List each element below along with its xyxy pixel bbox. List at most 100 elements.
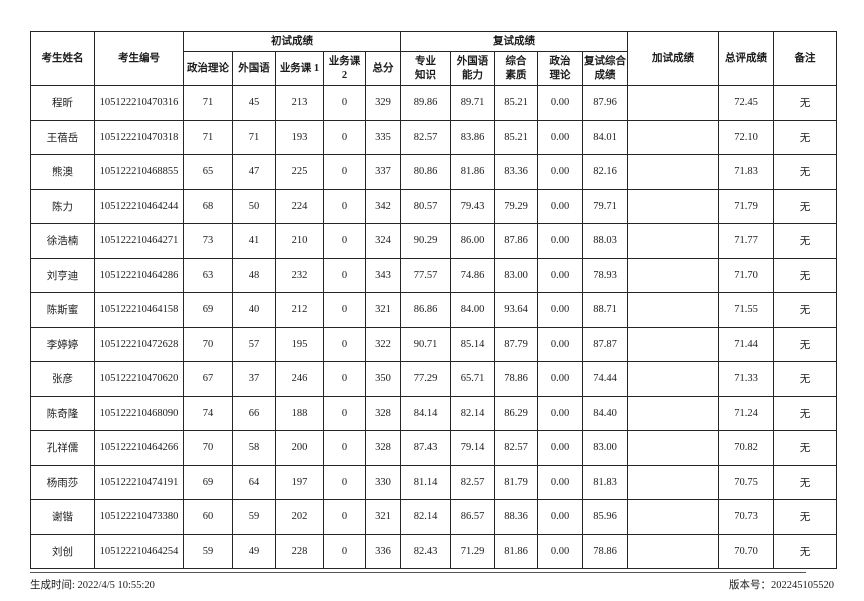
major-course1-score-cell: 232 (275, 257, 324, 293)
col-header-candidate-name: 考生姓名 (30, 31, 95, 86)
comprehensive-quality-score-cell: 86.29 (494, 395, 538, 431)
table-row: 刘创 105122210464254 59 49 228 0 336 82.43 71.29 81… (30, 533, 837, 569)
table-header: 考生姓名 考生编号 初试成绩 复试成绩 加试成绩 总评成绩 备注 政治理论 外国… (30, 31, 837, 86)
foreign-language-score-cell: 49 (232, 533, 276, 569)
remark-cell: 无 (773, 85, 837, 121)
major-course1-score-cell: 193 (275, 119, 324, 155)
retest-composite-score-cell: 82.16 (582, 154, 628, 190)
candidate-id-cell: 105122210468090 (94, 395, 184, 431)
remark-cell: 无 (773, 188, 837, 224)
major-course2-score-cell: 0 (323, 119, 366, 155)
total-score-cell: 328 (365, 395, 401, 431)
additional-test-score-cell (627, 499, 719, 535)
comprehensive-quality-score-cell: 85.21 (494, 119, 538, 155)
comprehensive-quality-score-cell: 79.29 (494, 188, 538, 224)
candidate-id-cell: 105122210464244 (94, 188, 184, 224)
table-row: 熊澳 105122210468855 65 47 225 0 337 80.86 81.86 83… (30, 154, 837, 190)
table-row: 李婷婷 105122210472628 70 57 195 0 322 90.71 85.14 8… (30, 326, 837, 362)
overall-score-cell: 71.70 (718, 257, 774, 293)
candidate-name-cell: 程昕 (30, 85, 95, 121)
overall-score-cell: 70.73 (718, 499, 774, 535)
politics-theory-score-cell: 69 (183, 464, 233, 500)
total-score-cell: 350 (365, 361, 401, 397)
professional-knowledge-score-cell: 80.57 (400, 188, 451, 224)
retest-composite-score-cell: 85.96 (582, 499, 628, 535)
foreign-language-ability-score-cell: 89.71 (450, 85, 495, 121)
foreign-language-ability-score-cell: 82.57 (450, 464, 495, 500)
candidate-id-cell: 105122210470318 (94, 119, 184, 155)
candidate-id-cell: 105122210464254 (94, 533, 184, 569)
col-header-overall-score: 总评成绩 (718, 31, 774, 86)
additional-test-score-cell (627, 188, 719, 224)
table-row: 杨雨莎 105122210474191 69 64 197 0 330 81.14 82.57 8… (30, 464, 837, 500)
overall-score-cell: 71.79 (718, 188, 774, 224)
comprehensive-quality-score-cell: 81.86 (494, 533, 538, 569)
foreign-language-ability-score-cell: 81.86 (450, 154, 495, 190)
comprehensive-quality-score-cell: 81.79 (494, 464, 538, 500)
politics-theory-score-cell: 74 (183, 395, 233, 431)
politics-theory-score-cell: 69 (183, 292, 233, 328)
major-course1-score-cell: 213 (275, 85, 324, 121)
retest-politics-score-cell: 0.00 (537, 533, 583, 569)
retest-composite-score-cell: 88.71 (582, 292, 628, 328)
comprehensive-quality-score-cell: 93.64 (494, 292, 538, 328)
table-row: 徐浩楠 105122210464271 73 41 210 0 324 90.29 86.00 8… (30, 223, 837, 259)
retest-politics-score-cell: 0.00 (537, 430, 583, 466)
col-header-retest-politics-theory: 政治 理论 (537, 51, 583, 86)
comprehensive-quality-score-cell: 83.36 (494, 154, 538, 190)
candidate-name-cell: 陈力 (30, 188, 95, 224)
retest-politics-score-cell: 0.00 (537, 257, 583, 293)
candidate-name-cell: 徐浩楠 (30, 223, 95, 259)
total-score-cell: 335 (365, 119, 401, 155)
col-header-foreign-language: 外国语 (232, 51, 276, 86)
candidate-name-cell: 谢锴 (30, 499, 95, 535)
major-course1-score-cell: 228 (275, 533, 324, 569)
foreign-language-score-cell: 47 (232, 154, 276, 190)
total-score-cell: 328 (365, 430, 401, 466)
total-score-cell: 336 (365, 533, 401, 569)
retest-composite-score-cell: 78.86 (582, 533, 628, 569)
major-course2-score-cell: 0 (323, 292, 366, 328)
foreign-language-score-cell: 48 (232, 257, 276, 293)
candidate-name-cell: 刘创 (30, 533, 95, 569)
additional-test-score-cell (627, 361, 719, 397)
candidate-id-cell: 105122210464266 (94, 430, 184, 466)
total-score-cell: 324 (365, 223, 401, 259)
col-header-professional-knowledge: 专业 知识 (400, 51, 451, 86)
comprehensive-quality-score-cell: 83.00 (494, 257, 538, 293)
col-header-candidate-id: 考生编号 (94, 31, 184, 86)
retest-politics-score-cell: 0.00 (537, 223, 583, 259)
total-score-cell: 329 (365, 85, 401, 121)
professional-knowledge-score-cell: 90.29 (400, 223, 451, 259)
candidate-name-cell: 王蓓岳 (30, 119, 95, 155)
major-course2-score-cell: 0 (323, 533, 366, 569)
major-course2-score-cell: 0 (323, 85, 366, 121)
remark-cell: 无 (773, 326, 837, 362)
candidate-name-cell: 陈奇隆 (30, 395, 95, 431)
major-course1-score-cell: 202 (275, 499, 324, 535)
retest-composite-score-cell: 84.01 (582, 119, 628, 155)
overall-score-cell: 70.82 (718, 430, 774, 466)
candidate-id-cell: 105122210468855 (94, 154, 184, 190)
candidate-id-cell: 105122210464286 (94, 257, 184, 293)
foreign-language-ability-score-cell: 74.86 (450, 257, 495, 293)
col-header-major-course-1: 业务课 1 (275, 51, 324, 86)
candidate-name-cell: 李婷婷 (30, 326, 95, 362)
total-score-cell: 322 (365, 326, 401, 362)
foreign-language-score-cell: 40 (232, 292, 276, 328)
major-course1-score-cell: 246 (275, 361, 324, 397)
retest-composite-score-cell: 83.00 (582, 430, 628, 466)
additional-test-score-cell (627, 395, 719, 431)
table-row: 陈奇隆 105122210468090 74 66 188 0 328 84.14 82.14 8… (30, 395, 837, 431)
additional-test-score-cell (627, 119, 719, 155)
candidate-id-cell: 105122210464271 (94, 223, 184, 259)
politics-theory-score-cell: 67 (183, 361, 233, 397)
candidate-id-cell: 105122210472628 (94, 326, 184, 362)
retest-composite-score-cell: 78.93 (582, 257, 628, 293)
politics-theory-score-cell: 71 (183, 119, 233, 155)
candidate-name-cell: 刘亨迪 (30, 257, 95, 293)
col-group-initial-scores: 初试成绩 (183, 31, 401, 52)
table-row: 陈斯蜜 105122210464158 69 40 212 0 321 86.86 84.00 9… (30, 292, 837, 328)
total-score-cell: 321 (365, 499, 401, 535)
remark-cell: 无 (773, 154, 837, 190)
